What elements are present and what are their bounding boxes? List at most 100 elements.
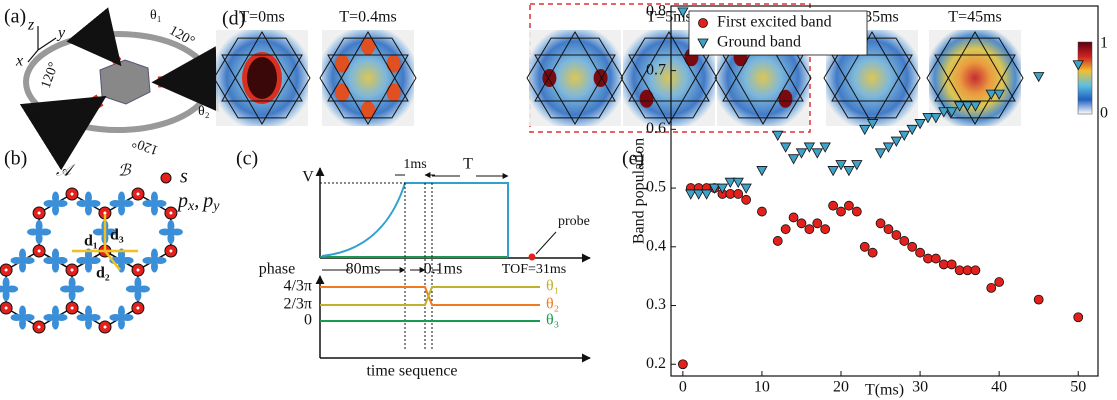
panel-label: (b) (4, 148, 27, 170)
p-orbital (76, 257, 89, 264)
marker (969, 101, 982, 112)
marker (828, 200, 839, 211)
marker (986, 283, 997, 293)
marker (985, 89, 997, 100)
c-text: T (463, 156, 473, 173)
panel-label: (a) (4, 6, 26, 28)
star (534, 31, 616, 102)
marker (741, 194, 752, 205)
s-core (136, 306, 140, 310)
legend-s (160, 172, 172, 184)
star (221, 31, 303, 102)
marker (819, 142, 831, 153)
star (628, 54, 710, 125)
marker (787, 154, 800, 165)
p-orbital (19, 260, 27, 273)
star (327, 54, 409, 125)
panel-label: (e) (622, 148, 644, 170)
marker (788, 212, 799, 223)
p-orbital (85, 305, 93, 318)
p-orbital (39, 228, 52, 236)
marker (733, 189, 744, 199)
marker (970, 265, 981, 276)
marker (843, 166, 855, 177)
blob (639, 89, 654, 108)
y-tick-label: 0.5 (646, 179, 666, 196)
blob (335, 54, 350, 73)
vector-label: d₃ (110, 227, 124, 244)
panel-label: (c) (236, 148, 258, 170)
marker (953, 101, 966, 112)
marker (1033, 294, 1044, 305)
marker (685, 189, 697, 200)
marker (756, 166, 768, 177)
p-orbital (43, 257, 56, 264)
p-orbital (10, 257, 23, 264)
site-label: 𝒜 (56, 163, 76, 180)
y-tick-label: 0.2 (646, 355, 666, 372)
p-orbital (92, 228, 105, 236)
marker (851, 160, 863, 171)
marker (946, 259, 957, 270)
p-orbital (55, 200, 68, 207)
blob (361, 101, 375, 119)
s-core (70, 306, 74, 310)
y-tick-label: 0.3 (646, 296, 666, 313)
p-orbital (84, 191, 92, 204)
s-core (4, 268, 8, 272)
legend-label: Ground band (717, 34, 801, 51)
marker (907, 241, 918, 252)
p-orbital (117, 317, 125, 330)
angle-label: 120° (39, 60, 62, 90)
hexagon (213, 37, 311, 119)
marker (859, 124, 871, 136)
marker (993, 89, 1005, 100)
star (221, 54, 303, 125)
marker (697, 38, 709, 49)
theta-label: θ₂ (198, 104, 210, 119)
marker (677, 359, 688, 370)
x-tick-label: 20 (833, 379, 849, 396)
marker (757, 206, 767, 217)
p-orbital (51, 317, 59, 330)
c-text: 80ms (346, 261, 381, 278)
p-orbital (19, 317, 27, 330)
x-tick-label: 40 (991, 379, 1007, 396)
p-orbital (43, 314, 56, 321)
p-orbital (68, 277, 76, 289)
star (934, 31, 1016, 102)
beam (19, 94, 107, 171)
star (722, 31, 804, 102)
marker (724, 177, 736, 189)
theta-label: θ₁ (150, 8, 162, 23)
time-label: T=45ms (948, 9, 1001, 26)
p-orbital (35, 232, 43, 244)
p-orbital (2, 289, 10, 301)
p-orbital (43, 200, 56, 207)
plot-frame (670, 5, 1099, 377)
marker (795, 148, 808, 159)
p-orbital (85, 260, 93, 273)
beam (66, 7, 122, 67)
marker (915, 247, 925, 258)
marker (890, 136, 903, 147)
p-orbital (134, 277, 142, 289)
marker (994, 277, 1005, 287)
axis-label: x (15, 53, 23, 70)
p-orbital (55, 314, 68, 321)
p-orbital (51, 260, 59, 273)
marker (796, 218, 807, 229)
marker (812, 218, 823, 229)
marker (875, 218, 886, 229)
p-orbital (84, 203, 92, 216)
marker (836, 206, 846, 217)
vector-label: d₁ (84, 233, 98, 250)
p-orbital (109, 200, 122, 207)
marker (740, 183, 752, 194)
c-xlabel: time sequence (366, 363, 457, 380)
marker (772, 236, 783, 246)
marker (1073, 312, 1084, 323)
p-orbital (121, 257, 134, 264)
blob (386, 83, 401, 102)
